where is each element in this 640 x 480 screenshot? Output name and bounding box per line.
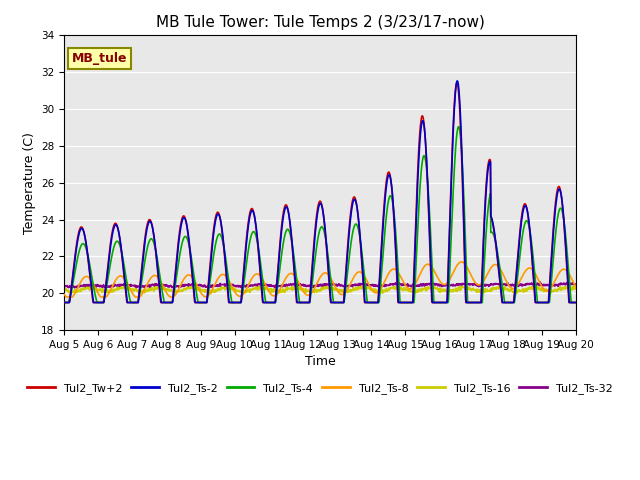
Tul2_Ts-8 (278, 284, 285, 289)
Tul2_Ts-8 (100, 294, 108, 300)
Tul2_Ts-32 (100, 284, 108, 290)
Tul2_Ts-16 (121, 284, 129, 289)
Tul2_Ts-2 (60, 300, 68, 305)
Tul2_Ts-32 (278, 282, 285, 288)
Tul2_Tw+2 (277, 226, 285, 232)
Tul2_Tw+2 (351, 196, 359, 202)
Tul2_Ts-2 (572, 300, 580, 305)
Tul2_Ts-32 (298, 282, 305, 288)
Line: Tul2_Ts-8: Tul2_Ts-8 (64, 262, 576, 297)
Tul2_Tw+2 (60, 300, 68, 305)
Tul2_Ts-4 (572, 300, 580, 305)
Tul2_Ts-32 (289, 282, 296, 288)
Tul2_Ts-8 (121, 276, 129, 282)
Tul2_Ts-2 (351, 197, 359, 203)
Tul2_Ts-2 (121, 276, 129, 281)
Tul2_Ts-4 (297, 300, 305, 305)
Tul2_Ts-8 (289, 271, 296, 276)
Line: Tul2_Ts-16: Tul2_Ts-16 (64, 285, 576, 293)
Tul2_Ts-32 (352, 281, 360, 287)
Tul2_Ts-2 (100, 300, 108, 305)
Text: MB_tule: MB_tule (72, 52, 127, 65)
Tul2_Tw+2 (297, 300, 305, 305)
Tul2_Ts-4 (288, 240, 296, 245)
Tul2_Ts-32 (74, 285, 81, 291)
Tul2_Ts-2 (288, 237, 296, 243)
Tul2_Ts-16 (352, 285, 360, 291)
Tul2_Ts-4 (351, 221, 359, 227)
Tul2_Ts-16 (572, 286, 580, 292)
Tul2_Ts-16 (289, 288, 296, 293)
Tul2_Ts-4 (60, 300, 68, 305)
X-axis label: Time: Time (305, 355, 335, 369)
Tul2_Ts-8 (298, 285, 305, 291)
Tul2_Ts-16 (513, 290, 520, 296)
Tul2_Ts-2 (454, 78, 461, 84)
Legend: Tul2_Tw+2, Tul2_Ts-2, Tul2_Ts-4, Tul2_Ts-8, Tul2_Ts-16, Tul2_Ts-32: Tul2_Tw+2, Tul2_Ts-2, Tul2_Ts-4, Tul2_Ts… (23, 379, 617, 398)
Tul2_Tw+2 (453, 80, 461, 85)
Tul2_Ts-8 (60, 291, 68, 297)
Tul2_Ts-8 (458, 259, 465, 265)
Tul2_Ts-32 (121, 281, 129, 287)
Line: Tul2_Ts-2: Tul2_Ts-2 (64, 81, 576, 302)
Line: Tul2_Tw+2: Tul2_Tw+2 (64, 83, 576, 302)
Title: MB Tule Tower: Tule Temps 2 (3/23/17-now): MB Tule Tower: Tule Temps 2 (3/23/17-now… (156, 15, 484, 30)
Tul2_Ts-16 (100, 288, 108, 294)
Tul2_Tw+2 (572, 300, 580, 305)
Tul2_Ts-16 (298, 287, 305, 292)
Tul2_Ts-8 (63, 294, 70, 300)
Tul2_Ts-4 (100, 297, 108, 303)
Tul2_Tw+2 (288, 240, 296, 245)
Tul2_Ts-8 (352, 271, 360, 277)
Tul2_Ts-32 (60, 283, 68, 288)
Tul2_Tw+2 (121, 279, 129, 285)
Y-axis label: Temperature (C): Temperature (C) (22, 132, 36, 234)
Tul2_Ts-4 (455, 124, 463, 130)
Tul2_Ts-4 (277, 254, 285, 260)
Tul2_Tw+2 (100, 299, 108, 304)
Line: Tul2_Ts-4: Tul2_Ts-4 (64, 127, 576, 302)
Tul2_Ts-2 (277, 231, 285, 237)
Tul2_Ts-8 (572, 284, 580, 289)
Tul2_Ts-32 (536, 279, 544, 285)
Tul2_Ts-16 (223, 282, 231, 288)
Tul2_Ts-32 (572, 282, 580, 288)
Line: Tul2_Ts-32: Tul2_Ts-32 (64, 282, 576, 288)
Tul2_Ts-16 (60, 286, 68, 292)
Tul2_Ts-16 (278, 288, 285, 294)
Tul2_Ts-2 (297, 300, 305, 305)
Tul2_Ts-4 (121, 266, 129, 272)
